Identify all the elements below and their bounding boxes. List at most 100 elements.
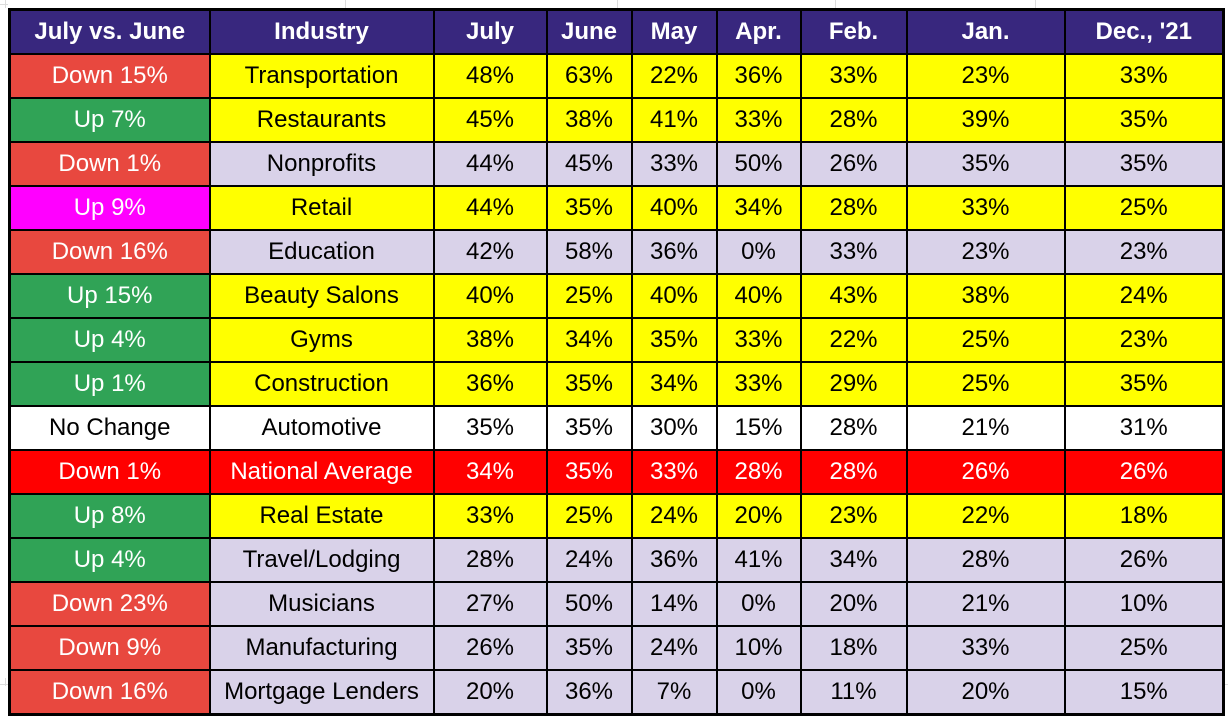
value-cell: 26% (432, 625, 548, 671)
table-row: Down 1% National Average 34% 35% 33% 28% 28% 26… (8, 449, 1225, 495)
change-cell: Up 7% (8, 97, 211, 143)
value-cell: 63% (545, 53, 633, 99)
value-cell: 20% (715, 493, 802, 539)
value-cell: 20% (432, 669, 548, 716)
table-row: Down 16% Mortgage Lenders 20% 36% 7% 0% 11% 20%… (8, 669, 1225, 716)
change-cell: Down 23% (8, 581, 211, 627)
value-cell: 35% (1063, 361, 1225, 407)
value-cell: 41% (715, 537, 802, 583)
column-header: May (630, 8, 718, 55)
value-cell: 10% (715, 625, 802, 671)
value-cell: 38% (432, 317, 548, 363)
value-cell: 23% (1063, 317, 1225, 363)
change-cell: Down 16% (8, 669, 211, 716)
change-cell: Down 16% (8, 229, 211, 275)
value-cell: 26% (905, 449, 1066, 495)
industry-cell: Manufacturing (208, 625, 435, 671)
value-cell: 35% (545, 625, 633, 671)
industry-cell: Gyms (208, 317, 435, 363)
sheet-gridline (617, 0, 618, 8)
value-cell: 22% (799, 317, 908, 363)
value-cell: 43% (799, 273, 908, 319)
value-cell: 44% (432, 141, 548, 187)
value-cell: 23% (799, 493, 908, 539)
value-cell: 0% (715, 229, 802, 275)
value-cell: 33% (905, 625, 1066, 671)
value-cell: 36% (630, 229, 718, 275)
industry-cell: Restaurants (208, 97, 435, 143)
value-cell: 50% (545, 581, 633, 627)
column-header: Industry (208, 8, 435, 55)
value-cell: 44% (432, 185, 548, 231)
value-cell: 18% (799, 625, 908, 671)
industry-cell: Nonprofits (208, 141, 435, 187)
column-header: July vs. June (8, 8, 211, 55)
value-cell: 23% (905, 53, 1066, 99)
value-cell: 42% (432, 229, 548, 275)
value-cell: 35% (432, 405, 548, 451)
value-cell: 25% (545, 493, 633, 539)
value-cell: 25% (905, 317, 1066, 363)
sheet-gridline (0, 4, 8, 5)
value-cell: 35% (545, 449, 633, 495)
table-row: Down 15% Transportation 48% 63% 22% 36% 33% 23%… (8, 53, 1225, 99)
table-row: Up 9% Retail 44% 35% 40% 34% 28% 33% 25% (8, 185, 1225, 231)
value-cell: 28% (715, 449, 802, 495)
value-cell: 28% (432, 537, 548, 583)
value-cell: 25% (545, 273, 633, 319)
value-cell: 33% (905, 185, 1066, 231)
table-row: Up 4% Travel/Lodging 28% 24% 36% 41% 34% 28% 26% (8, 537, 1225, 583)
industry-cell: National Average (208, 449, 435, 495)
value-cell: 26% (1063, 537, 1225, 583)
value-cell: 35% (630, 317, 718, 363)
value-cell: 33% (630, 449, 718, 495)
value-cell: 26% (1063, 449, 1225, 495)
value-cell: 24% (630, 625, 718, 671)
table-row: Down 1% Nonprofits 44% 45% 33% 50% 26% 35% 35% (8, 141, 1225, 187)
value-cell: 25% (905, 361, 1066, 407)
value-cell: 38% (545, 97, 633, 143)
value-cell: 33% (630, 141, 718, 187)
industry-cell: Beauty Salons (208, 273, 435, 319)
value-cell: 11% (799, 669, 908, 716)
value-cell: 36% (432, 361, 548, 407)
change-cell: Up 4% (8, 317, 211, 363)
value-cell: 25% (1063, 185, 1225, 231)
value-cell: 21% (905, 405, 1066, 451)
change-cell: Up 4% (8, 537, 211, 583)
industry-cell: Real Estate (208, 493, 435, 539)
change-cell: Up 8% (8, 493, 211, 539)
column-header: June (545, 8, 633, 55)
value-cell: 34% (432, 449, 548, 495)
value-cell: 22% (630, 53, 718, 99)
value-cell: 30% (630, 405, 718, 451)
value-cell: 24% (545, 537, 633, 583)
table-row: Down 23% Musicians 27% 50% 14% 0% 20% 21% 10% (8, 581, 1225, 627)
table-row: Up 15% Beauty Salons 40% 25% 40% 40% 43% 38% 24% (8, 273, 1225, 319)
value-cell: 27% (432, 581, 548, 627)
value-cell: 39% (905, 97, 1066, 143)
value-cell: 15% (1063, 669, 1225, 716)
value-cell: 35% (1063, 97, 1225, 143)
value-cell: 34% (715, 185, 802, 231)
value-cell: 28% (799, 97, 908, 143)
value-cell: 28% (905, 537, 1066, 583)
value-cell: 35% (905, 141, 1066, 187)
column-header: July (432, 8, 548, 55)
value-cell: 33% (1063, 53, 1225, 99)
value-cell: 21% (905, 581, 1066, 627)
value-cell: 24% (630, 493, 718, 539)
value-cell: 34% (630, 361, 718, 407)
value-cell: 31% (1063, 405, 1225, 451)
value-cell: 24% (1063, 273, 1225, 319)
value-cell: 35% (545, 361, 633, 407)
column-header: Feb. (799, 8, 908, 55)
value-cell: 48% (432, 53, 548, 99)
value-cell: 40% (432, 273, 548, 319)
value-cell: 20% (799, 581, 908, 627)
table-row: Down 16% Education 42% 58% 36% 0% 33% 23% 23% (8, 229, 1225, 275)
industry-recovery-table: July vs. June Industry July June May Apr. Feb.… (8, 8, 1225, 716)
value-cell: 45% (432, 97, 548, 143)
value-cell: 40% (630, 185, 718, 231)
value-cell: 25% (1063, 625, 1225, 671)
